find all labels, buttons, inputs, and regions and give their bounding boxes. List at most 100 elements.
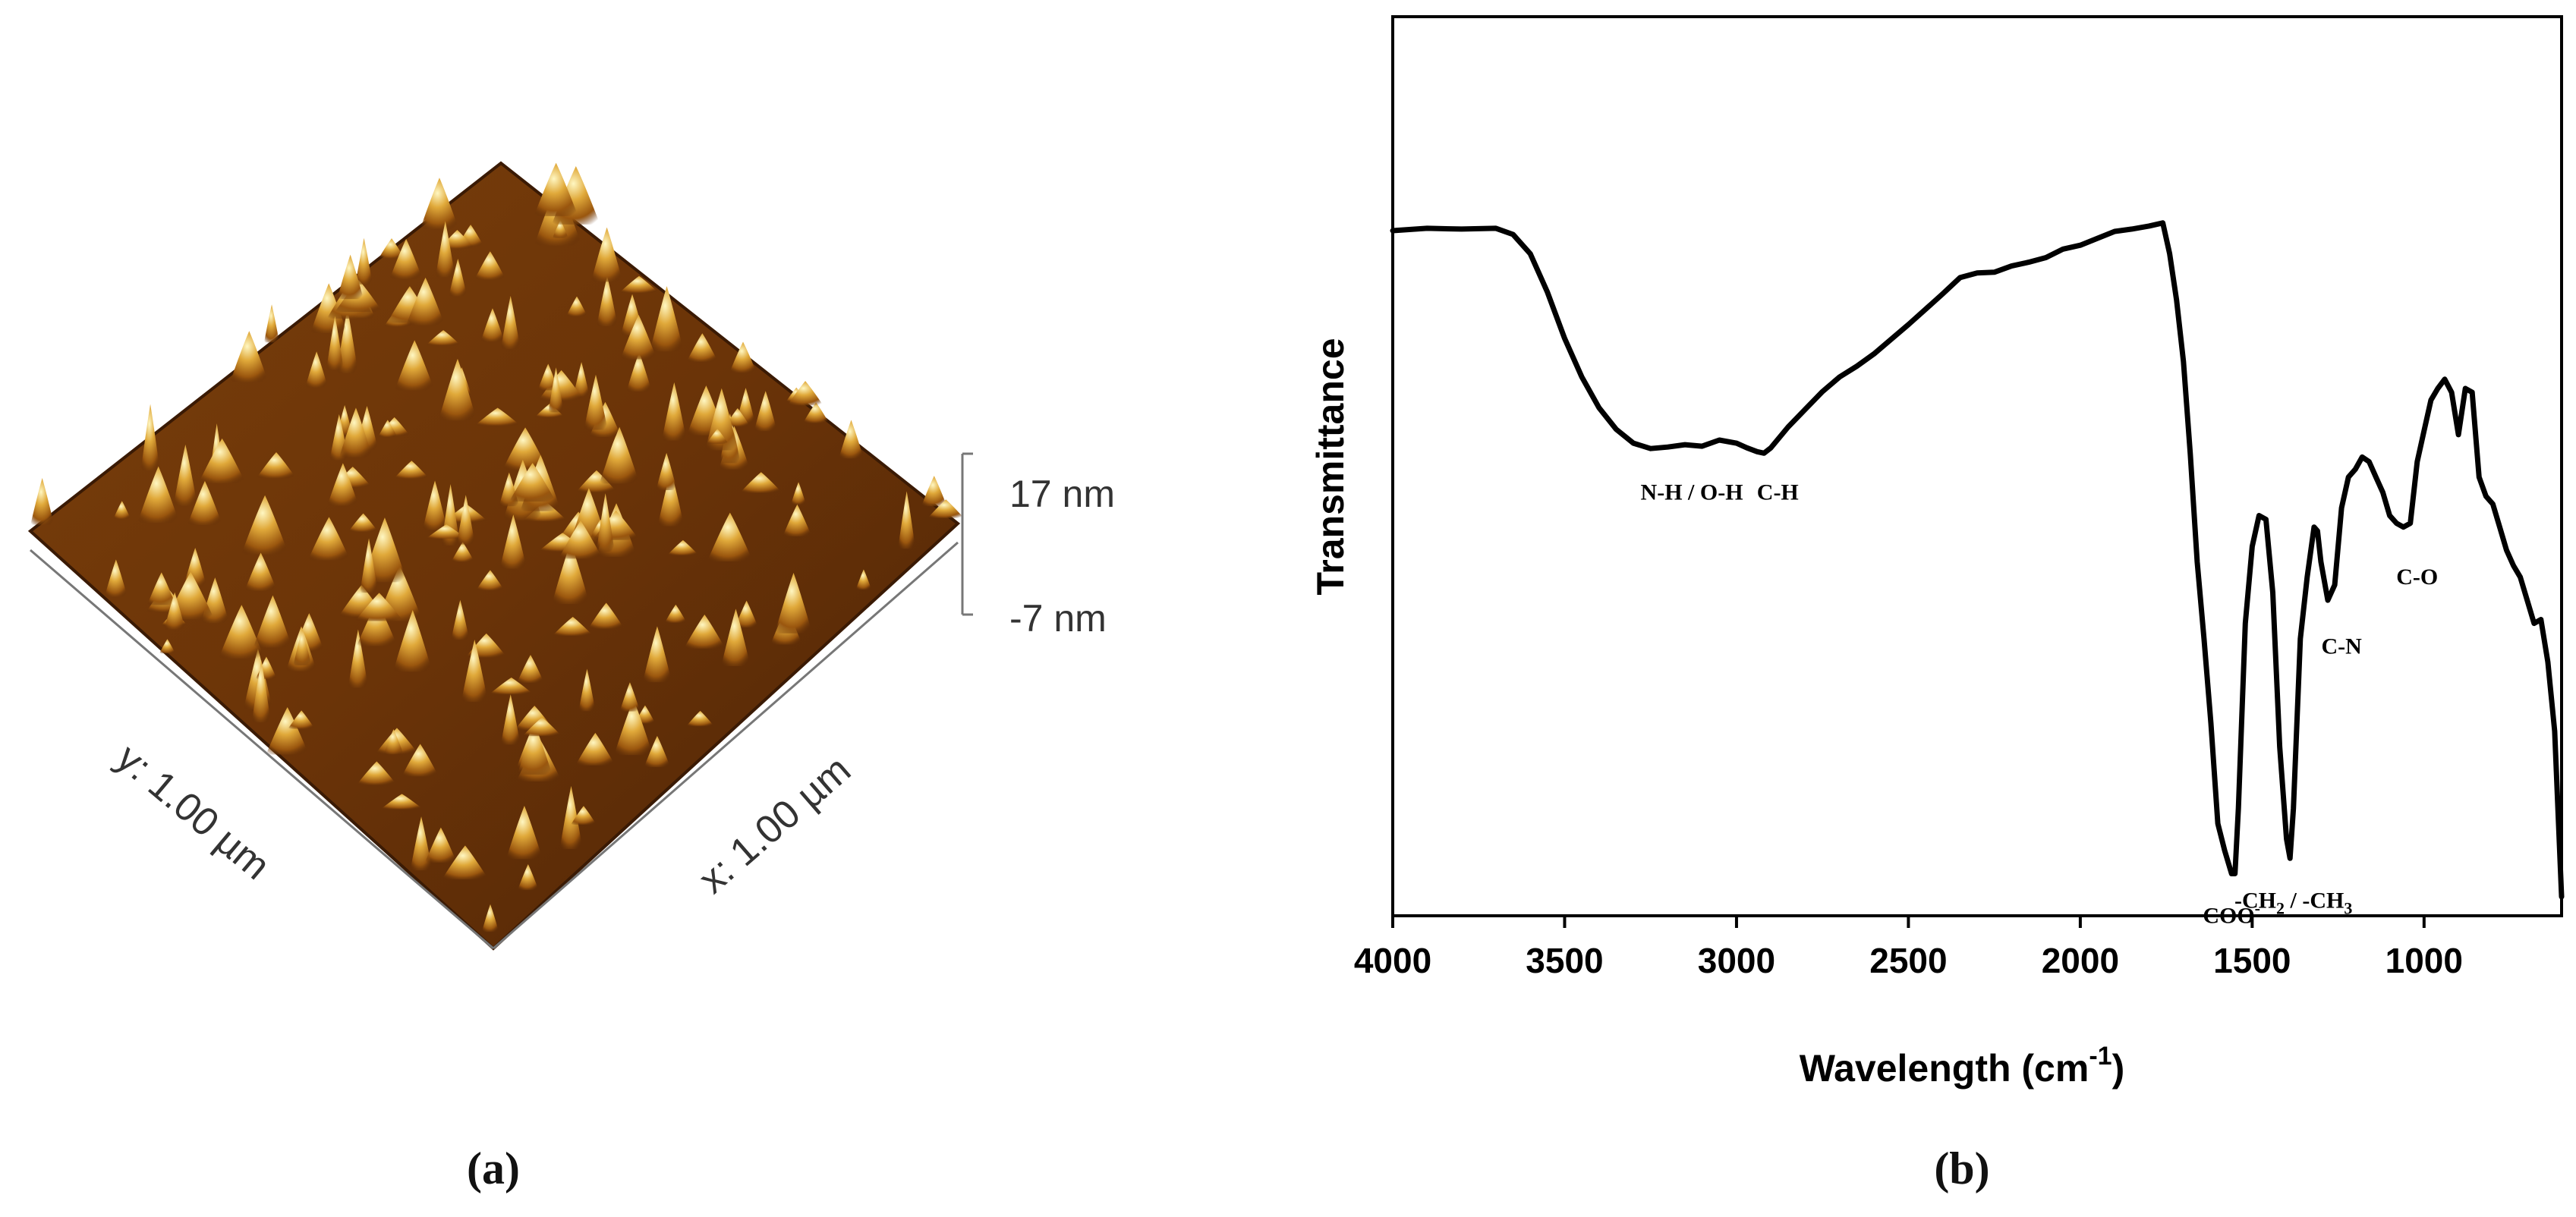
afm-peak [505,806,543,860]
afm-peak [159,639,176,654]
afm-peak [113,501,131,520]
afm-peak [597,275,618,326]
afm-peak [927,499,965,518]
afm-peak [656,452,677,490]
peak-annotation: N-H / O-H [1641,480,1743,505]
afm-peak [721,608,751,666]
afm-y-axis-line [30,549,494,950]
afm-peak [164,592,186,630]
afm-peak [706,429,729,445]
afm-peak [657,470,685,527]
afm-peak [558,520,603,559]
afm-peak [707,512,754,562]
afm-peak [502,427,548,470]
afm-peak [402,744,439,777]
afm-peak [307,517,351,561]
afm-peak [802,402,830,423]
afm-peak [551,542,590,605]
afm-peak [500,694,521,745]
afm-peak [570,806,597,825]
x-tick-label: 3500 [1526,941,1603,980]
afm-peak [360,538,378,593]
afm-peak [339,407,373,458]
afm-peak [420,178,459,229]
afm-peak [394,461,430,479]
afm-peak [356,601,398,646]
afm-peak [187,480,222,525]
x-tick-label: 1500 [2213,941,2291,980]
afm-peak [619,682,641,712]
afm-peak [921,476,947,507]
afm-peak [729,341,757,373]
afm-peak [573,362,590,397]
afm-peak [614,699,653,756]
afm-peak [356,761,397,785]
afm-peak [380,794,424,810]
afm-peak [244,552,277,591]
afm-peak [596,493,615,552]
x-tick-label: 4000 [1354,941,1431,980]
afm-peak [626,352,652,392]
panel-b-label: (b) [1934,1143,1989,1193]
afm-peak [422,480,448,530]
afm-peak [336,308,358,373]
afm-peak [461,639,488,703]
afm-peak [791,482,807,505]
afm-peak [855,569,872,590]
afm-peak [310,283,348,334]
afm-z-bottom-label: -7 nm [1009,597,1107,640]
plot-frame [1391,15,2563,917]
afm-peak [686,710,715,727]
afm-peak [451,542,475,562]
afm-peak [394,340,435,391]
afm-peak [218,605,265,659]
x-tick-label: 2500 [1869,941,1947,980]
afm-peak [327,463,359,506]
series-line-transmittance [1390,220,2565,900]
afm-peak [378,238,405,259]
afm-peak [839,420,864,459]
x-axis-label-close: ) [2112,1047,2125,1090]
afm-peak [575,732,616,766]
afm-peak [288,710,315,729]
afm-peak [754,391,777,432]
afm-peak [548,367,564,413]
afm-peak [590,227,623,282]
afm-peak [584,374,608,430]
afm-surface [27,161,961,951]
afm-peak [642,626,672,683]
afm-peak [104,559,128,597]
afm-peak [305,351,329,388]
peak-annotation: C-O [2396,564,2438,590]
afm-peak [474,251,506,280]
afm-peak [783,504,812,536]
afm-peak [253,595,292,648]
afm-peak [644,735,671,768]
afm-peaks [30,162,965,932]
afm-peak [30,478,55,525]
afm-peak [774,572,813,634]
afm-peak [787,381,824,406]
afm-peak [348,513,379,532]
x-tick-label: 2000 [2042,941,2119,980]
afm-peak [661,382,687,441]
ftir-chart: 4000 3500 3000 2500 2000 1500 1000 N-H / O-H C-… [1309,15,2565,1193]
afm-peak [425,330,461,346]
x-axis-label: Wavelength (cm-1) [1800,1042,2124,1090]
afm-peak [326,316,344,370]
afm-y-axis-label: y: 1.00 µm [108,736,278,888]
afm-peak [354,593,404,621]
x-axis-label-exp: -1 [2089,1042,2112,1071]
afm-peak [438,358,477,421]
afm-peak [619,275,660,294]
afm-peak [552,220,568,238]
afm-peak [348,629,369,688]
afm-peak [517,864,539,891]
y-axis-label: Transmittance [1309,338,1352,595]
afm-peak [378,420,398,437]
x-axis-label-main: Wavelength (cm [1800,1047,2089,1090]
afm-peak [725,407,751,427]
afm-peak [198,438,246,484]
afm-peak [509,463,556,502]
afm-peak [389,238,423,279]
